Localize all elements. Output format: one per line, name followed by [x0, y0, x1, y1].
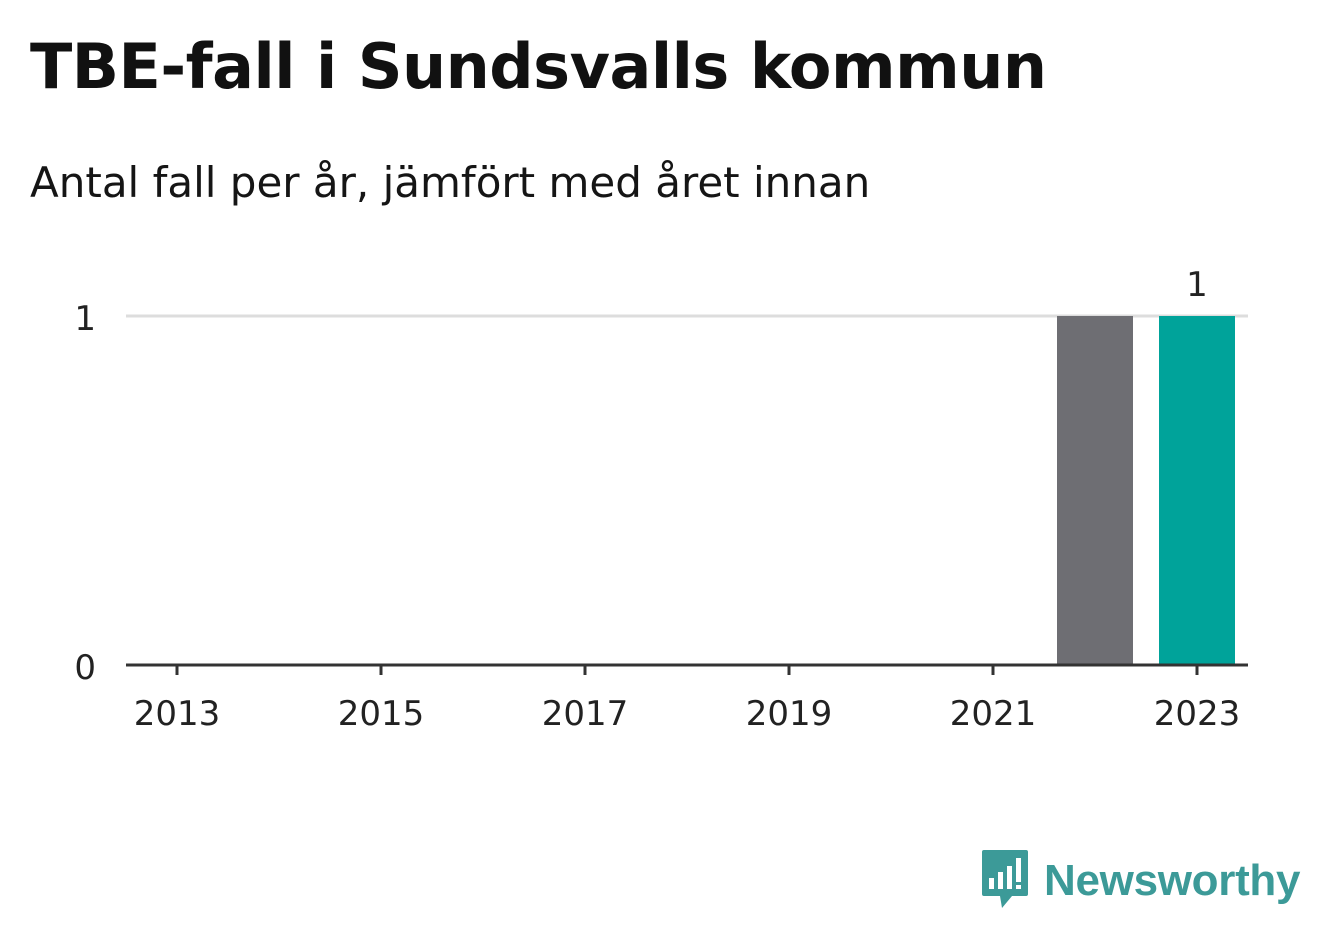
bars: [1057, 316, 1235, 665]
x-tick-label-2023: 2023: [1154, 694, 1241, 734]
chart-subtitle: Antal fall per år, jämfört med året inna…: [30, 158, 871, 207]
newsworthy-logo-text: Newsworthy: [1044, 856, 1301, 905]
x-axis: [126, 663, 1248, 675]
bar-2022: [1057, 316, 1133, 665]
x-tick-label-2015: 2015: [338, 694, 425, 734]
x-tick-label-2017: 2017: [542, 694, 629, 734]
data-label-2023: 1: [1186, 265, 1208, 305]
x-tick-label-2019: 2019: [746, 694, 833, 734]
y-tick-label-1: 1: [74, 299, 96, 339]
bar-2023: [1159, 316, 1235, 665]
x-tick-label-2021: 2021: [950, 694, 1037, 734]
newsworthy-logo-icon: [980, 848, 1030, 914]
x-tick-label-2013: 2013: [134, 694, 221, 734]
newsworthy-logo[interactable]: Newsworthy: [980, 848, 1300, 914]
labels: 0 1 2013 2015 2017 2019 2021 2023 1: [74, 265, 1240, 734]
chart-title: TBE-fall i Sundsvalls kommun: [30, 30, 1047, 103]
y-tick-label-0: 0: [74, 648, 96, 688]
